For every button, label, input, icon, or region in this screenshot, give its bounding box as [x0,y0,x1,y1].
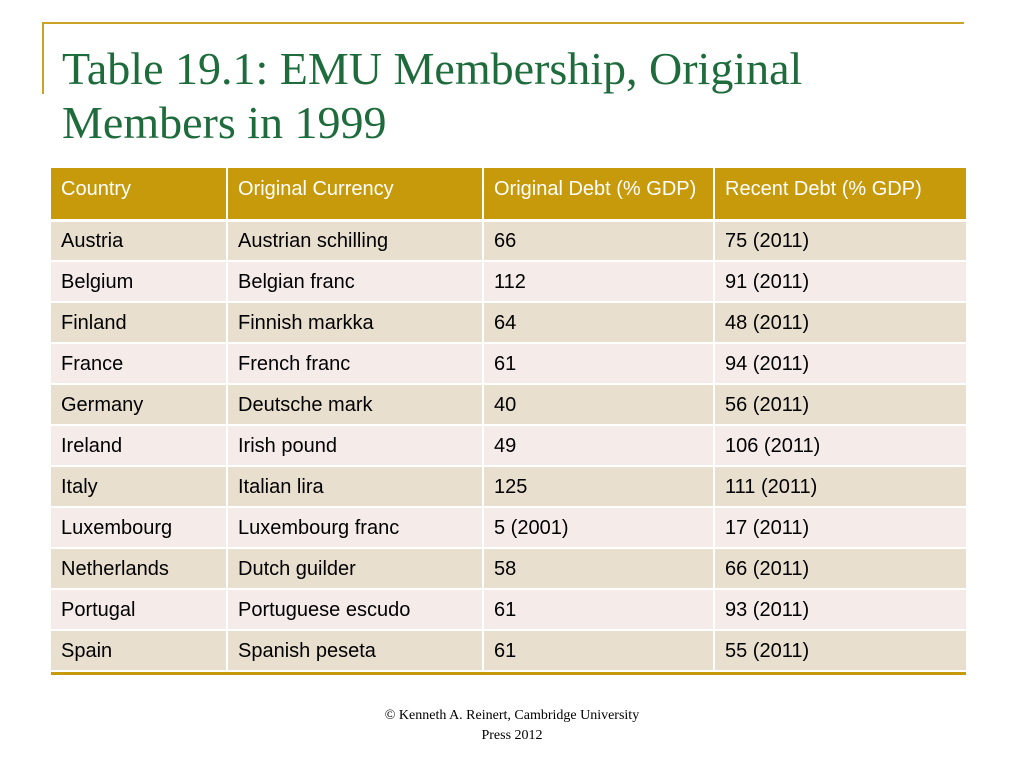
cell-currency: Irish pound [227,425,484,467]
cell-country: France [51,343,228,385]
cell-recent-debt: 17 (2011) [714,507,966,549]
cell-original-debt: 64 [483,302,715,344]
cell-original-debt: 5 (2001) [483,507,715,549]
cell-original-debt: 61 [483,343,715,385]
table-row: Finland Finnish markka 64 48 (2011) [51,302,966,344]
slide-frame-left-line [42,22,44,94]
table-row: Belgium Belgian franc 112 91 (2011) [51,261,966,303]
cell-currency: Austrian schilling [227,220,484,262]
cell-country: Ireland [51,425,228,467]
cell-country: Finland [51,302,228,344]
cell-country: Spain [51,630,228,672]
copyright-footer: © Kenneth A. Reinert, Cambridge Universi… [312,706,712,746]
cell-recent-debt: 91 (2011) [714,261,966,303]
table-row: Netherlands Dutch guilder 58 66 (2011) [51,548,966,590]
cell-recent-debt: 66 (2011) [714,548,966,590]
table-row: Portugal Portuguese escudo 61 93 (2011) [51,589,966,631]
cell-recent-debt: 75 (2011) [714,220,966,262]
cell-original-debt: 61 [483,589,715,631]
table-row: Luxembourg Luxembourg franc 5 (2001) 17 … [51,507,966,549]
cell-recent-debt: 93 (2011) [714,589,966,631]
cell-country: Belgium [51,261,228,303]
cell-original-debt: 58 [483,548,715,590]
cell-country: Austria [51,220,228,262]
cell-currency: Finnish markka [227,302,484,344]
cell-original-debt: 112 [483,261,715,303]
cell-original-debt: 40 [483,384,715,426]
header-country: Country [51,168,228,222]
cell-country: Netherlands [51,548,228,590]
cell-currency: French franc [227,343,484,385]
cell-country: Luxembourg [51,507,228,549]
header-original-currency: Original Currency [227,168,484,222]
table-row: Germany Deutsche mark 40 56 (2011) [51,384,966,426]
emu-membership-table-container: Country Original Currency Original Debt … [51,168,966,675]
cell-currency: Deutsche mark [227,384,484,426]
cell-recent-debt: 106 (2011) [714,425,966,467]
table-row: France French franc 61 94 (2011) [51,343,966,385]
cell-currency: Dutch guilder [227,548,484,590]
table-header-row: Country Original Currency Original Debt … [51,168,966,222]
cell-recent-debt: 56 (2011) [714,384,966,426]
cell-currency: Italian lira [227,466,484,508]
cell-currency: Belgian franc [227,261,484,303]
header-original-debt: Original Debt (% GDP) [483,168,715,222]
cell-country: Italy [51,466,228,508]
cell-original-debt: 61 [483,630,715,672]
cell-original-debt: 125 [483,466,715,508]
footer-line-2: Press 2012 [481,728,543,743]
table-row: Austria Austrian schilling 66 75 (2011) [51,220,966,262]
cell-recent-debt: 111 (2011) [714,466,966,508]
header-recent-debt: Recent Debt (% GDP) [714,168,966,222]
cell-original-debt: 66 [483,220,715,262]
cell-currency: Luxembourg franc [227,507,484,549]
cell-recent-debt: 48 (2011) [714,302,966,344]
table-row: Spain Spanish peseta 61 55 (2011) [51,630,966,672]
cell-recent-debt: 55 (2011) [714,630,966,672]
cell-country: Germany [51,384,228,426]
table-row: Italy Italian lira 125 111 (2011) [51,466,966,508]
cell-original-debt: 49 [483,425,715,467]
table-row: Ireland Irish pound 49 106 (2011) [51,425,966,467]
cell-recent-debt: 94 (2011) [714,343,966,385]
slide-frame-top-line [42,22,964,24]
table-bottom-rule [51,672,966,675]
slide-title: Table 19.1: EMU Membership, Original Mem… [62,43,803,148]
cell-currency: Spanish peseta [227,630,484,672]
cell-country: Portugal [51,589,228,631]
emu-membership-table: Country Original Currency Original Debt … [51,168,966,672]
footer-line-1: © Kenneth A. Reinert, Cambridge Universi… [384,708,640,723]
cell-currency: Portuguese escudo [227,589,484,631]
